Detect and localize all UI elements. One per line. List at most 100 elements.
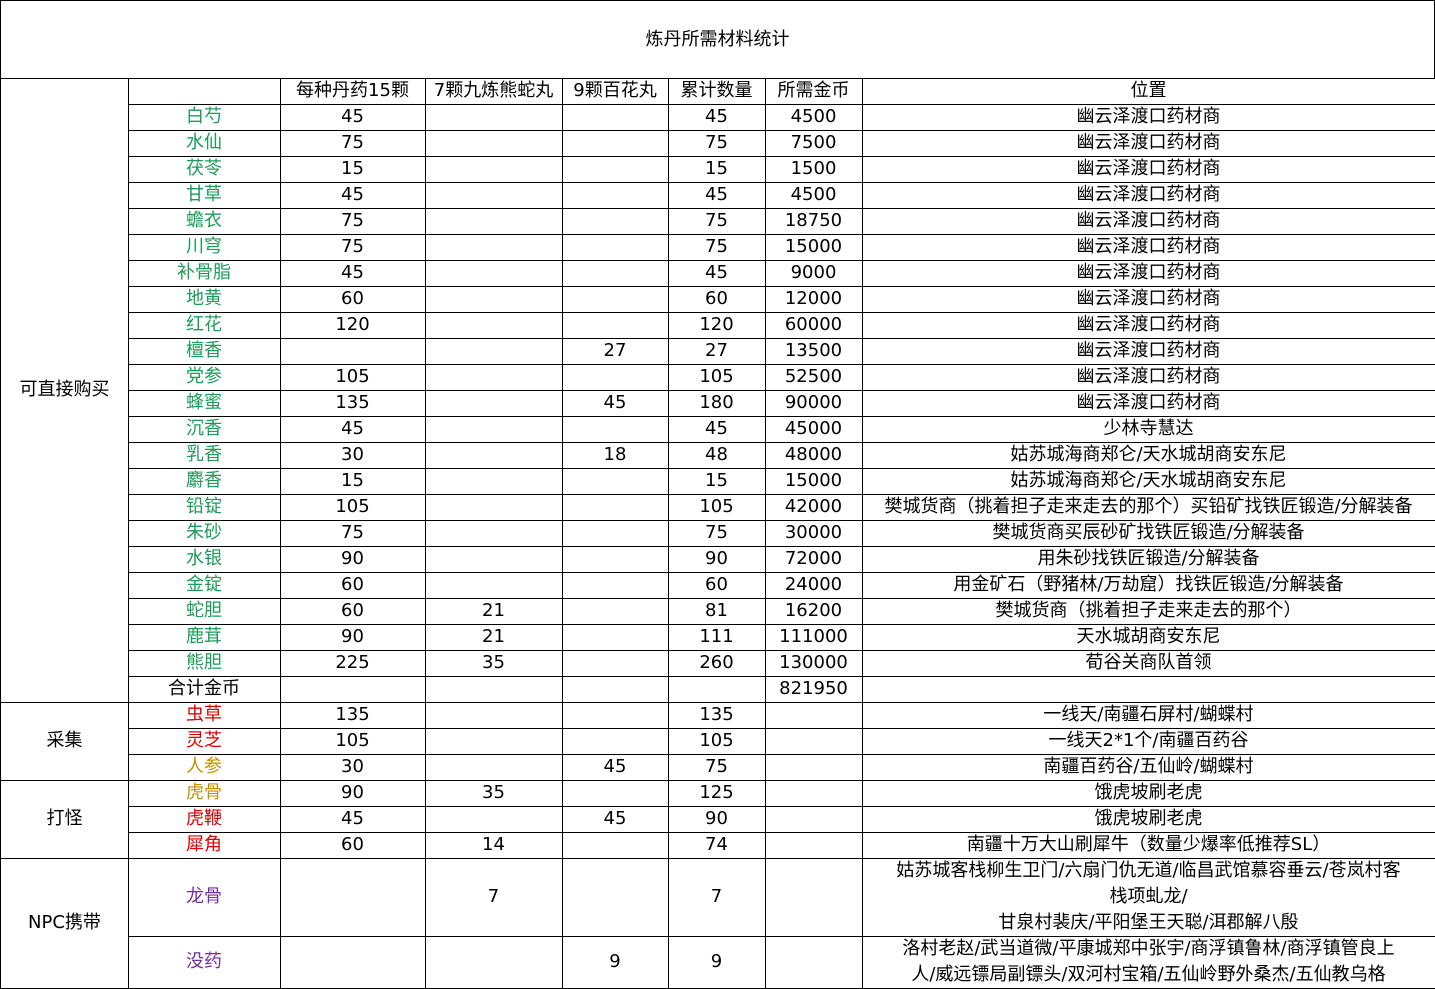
cell-value: 7 <box>668 858 766 937</box>
cell-value <box>562 494 669 521</box>
group-label: 打怪 <box>0 780 129 859</box>
material-name: 麝香 <box>128 468 281 495</box>
cell-value: 52500 <box>765 364 863 391</box>
cell-value <box>562 468 669 495</box>
cell-value <box>425 208 563 235</box>
material-name: 金锭 <box>128 572 281 599</box>
cell-value <box>425 442 563 469</box>
material-name: 犀角 <box>128 832 281 859</box>
cell-value: 24000 <box>765 572 863 599</box>
cell-value: 135 <box>668 702 766 729</box>
cell-value: 111000 <box>765 624 863 651</box>
cell-value: 7500 <box>765 130 863 157</box>
cell-value: 74 <box>668 832 766 859</box>
location: 樊城货商（挑着担子走来走去的那个） <box>862 598 1435 625</box>
cell-value <box>425 494 563 521</box>
cell-value <box>562 520 669 547</box>
cell-value: 18 <box>562 442 669 469</box>
cell-value <box>562 546 669 573</box>
title: 炼丹所需材料统计 <box>0 0 1435 79</box>
cell-value: 30 <box>280 442 426 469</box>
cell-value <box>765 806 863 833</box>
header-blank <box>128 78 281 105</box>
cell-value <box>425 728 563 755</box>
cell-value: 45 <box>280 806 426 833</box>
material-name: 铅锭 <box>128 494 281 521</box>
location: 饿虎坡刷老虎 <box>862 780 1435 807</box>
cell-value: 27 <box>668 338 766 365</box>
location: 姑苏城海商郑仑/天水城胡商安东尼 <box>862 442 1435 469</box>
column-header: 9颗百花丸 <box>562 78 669 105</box>
cell-value <box>562 104 669 131</box>
column-header: 累计数量 <box>668 78 766 105</box>
material-name: 鹿茸 <box>128 624 281 651</box>
cell-value <box>280 338 426 365</box>
material-name: 红花 <box>128 312 281 339</box>
cell-value: 75 <box>668 208 766 235</box>
cell-value <box>425 806 563 833</box>
cell-value <box>425 260 563 287</box>
location: 幽云泽渡口药材商 <box>862 312 1435 339</box>
cell-value: 225 <box>280 650 426 677</box>
location: 幽云泽渡口药材商 <box>862 156 1435 183</box>
material-name: 虎骨 <box>128 780 281 807</box>
location-line: 洛村老赵/武当道微/平康城郑中张宇/商浮镇鲁林/商浮镇管良上 <box>902 938 1395 959</box>
location: 幽云泽渡口药材商 <box>862 104 1435 131</box>
cell-value: 15 <box>280 156 426 183</box>
location: 用朱砂找铁匠锻造/分解装备 <box>862 546 1435 573</box>
cell-value: 21 <box>425 624 563 651</box>
cell-value: 75 <box>668 754 766 781</box>
material-name: 水仙 <box>128 130 281 157</box>
cell-value <box>765 936 863 989</box>
group-label: 采集 <box>0 702 129 781</box>
material-name: 补骨脂 <box>128 260 281 287</box>
material-name: 党参 <box>128 364 281 391</box>
cell-value: 105 <box>668 494 766 521</box>
cell-value <box>425 468 563 495</box>
cell-value <box>562 572 669 599</box>
column-header: 所需金币 <box>765 78 863 105</box>
cell-value: 15000 <box>765 468 863 495</box>
cell-value <box>562 208 669 235</box>
cell-value: 75 <box>668 130 766 157</box>
material-name: 灵芝 <box>128 728 281 755</box>
cell-value: 1500 <box>765 156 863 183</box>
cell-value <box>425 416 563 443</box>
cell-value: 75 <box>280 234 426 261</box>
cell-value: 48 <box>668 442 766 469</box>
cell-value: 72000 <box>765 546 863 573</box>
cell-value <box>425 312 563 339</box>
material-name: 沉香 <box>128 416 281 443</box>
cell-value <box>425 234 563 261</box>
cell-value <box>562 780 669 807</box>
cell-value <box>765 858 863 937</box>
cell-value <box>562 858 669 937</box>
cell-value <box>562 260 669 287</box>
cell-value: 60000 <box>765 312 863 339</box>
cell-value: 9000 <box>765 260 863 287</box>
material-name: 乳香 <box>128 442 281 469</box>
material-name: 没药 <box>128 936 281 989</box>
cell-value: 7 <box>425 858 563 937</box>
cell-value <box>562 286 669 313</box>
cell-value <box>765 702 863 729</box>
column-header: 每种丹药15颗 <box>280 78 426 105</box>
cell-value <box>562 182 669 209</box>
cell-value: 12000 <box>765 286 863 313</box>
location: 荀谷关商队首领 <box>862 650 1435 677</box>
location <box>862 676 1435 703</box>
cell-value: 90 <box>280 780 426 807</box>
cell-value <box>425 286 563 313</box>
cell-value <box>562 702 669 729</box>
cell-value: 135 <box>280 702 426 729</box>
cell-value: 90 <box>668 546 766 573</box>
cell-value <box>280 676 426 703</box>
cell-value: 821950 <box>765 676 863 703</box>
cell-value <box>562 156 669 183</box>
material-name: 虫草 <box>128 702 281 729</box>
cell-value: 75 <box>280 520 426 547</box>
cell-value: 16200 <box>765 598 863 625</box>
cell-value <box>765 780 863 807</box>
cell-value <box>562 832 669 859</box>
location: 幽云泽渡口药材商 <box>862 130 1435 157</box>
